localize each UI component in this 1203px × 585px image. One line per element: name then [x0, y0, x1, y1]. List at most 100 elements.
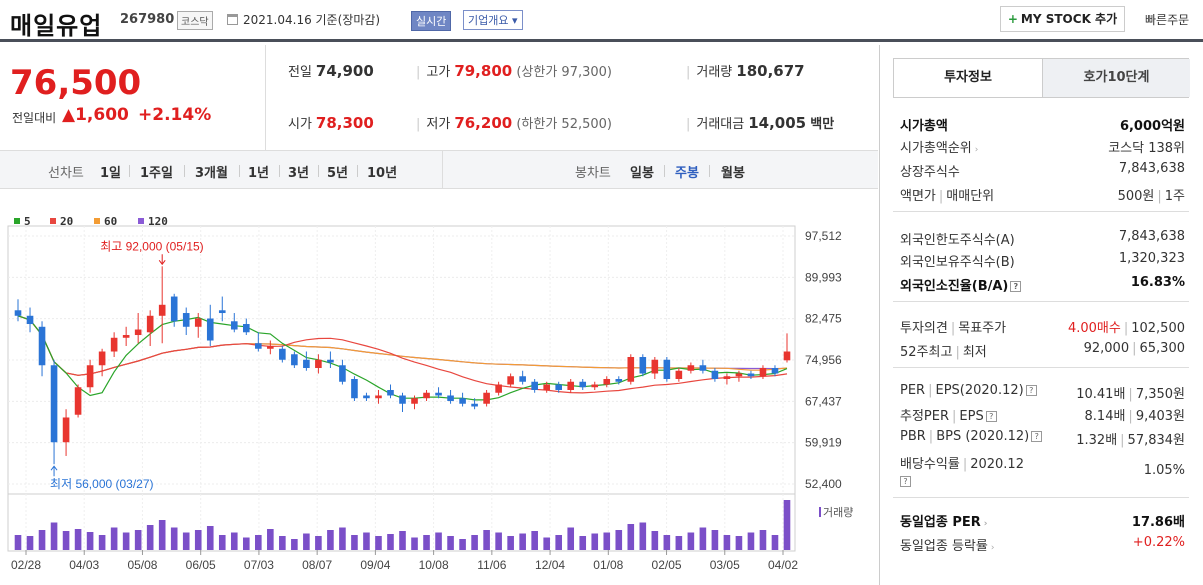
volume-bar: [339, 527, 346, 550]
candle-body: [567, 381, 575, 390]
help-icon[interactable]: ?: [1010, 281, 1022, 292]
candle-body: [74, 387, 82, 415]
tab-investment-info[interactable]: 투자정보: [894, 59, 1042, 97]
divider: |: [686, 65, 691, 80]
sector-change-value: +0.22%: [1132, 535, 1185, 550]
chart-canvas[interactable]: 97,512 89,993 82,475 74,956 67,437 59,919 52,4…: [0, 190, 878, 585]
divider: |: [950, 321, 956, 336]
candle-body: [483, 392, 490, 404]
y-tick-label: 59,919: [805, 436, 842, 450]
candle-body: [375, 395, 382, 399]
help-icon[interactable]: ?: [985, 411, 997, 422]
candle-body: [507, 376, 514, 385]
par-label: 액면가: [900, 189, 936, 204]
low-value: 76,200: [454, 114, 513, 132]
divider: |: [955, 345, 960, 360]
unit-value: 1주: [1164, 189, 1185, 204]
volume-label: 거래량: [823, 506, 853, 519]
foreign-hold-row: 외국인보유주식수(B) 1,320,323: [900, 251, 1185, 271]
period-1year[interactable]: 1년: [248, 166, 270, 181]
current-price-box: 76,500 전일대비 ▲1,600 +2.14%: [0, 45, 266, 151]
volume-bar: [387, 534, 394, 550]
upper-limit: (상한가 97,300): [516, 65, 612, 80]
volume-bar: [170, 527, 178, 550]
ma-line-20: [17, 315, 788, 394]
volume-bar: [411, 537, 418, 550]
help-icon[interactable]: ?: [1031, 431, 1043, 442]
candle-body: [639, 357, 647, 374]
sector-per-label-wrap: 동일업종 PER ›: [900, 511, 988, 530]
ma-legend-swatch: [14, 218, 20, 224]
stock-code: 267980: [120, 12, 175, 27]
help-icon[interactable]: ?: [900, 476, 911, 487]
candle-daily[interactable]: 일봉: [630, 166, 654, 181]
par-row: 액면가 | 매매단위 500원 | 1주: [900, 185, 1185, 205]
pbr-row: PBR | BPS (2020.12)? 1.32배 | 57,834원: [900, 429, 1185, 449]
candle-body: [747, 373, 755, 377]
low-label: 저가: [426, 117, 451, 132]
chevron-right-icon: ›: [974, 145, 979, 155]
candle-body: [122, 335, 130, 338]
candle-body: [555, 384, 563, 390]
candle-body: [459, 398, 466, 404]
candle-body: [627, 357, 635, 382]
sector-per-row[interactable]: 동일업종 PER › 17.86배: [900, 511, 1185, 531]
candle-monthly[interactable]: 월봉: [721, 166, 745, 181]
volume-bar: [459, 539, 466, 550]
stock-chart[interactable]: 97,512 89,993 82,475 74,956 67,437 59,919 52,4…: [0, 190, 878, 585]
divider: [357, 165, 358, 177]
period-1day[interactable]: 1일: [100, 166, 122, 181]
est-eps-value: 9,403원: [1135, 409, 1185, 424]
candle-body: [327, 359, 334, 363]
dividend-label-wrap: 배당수익률 | 2020.12?: [900, 453, 1024, 489]
high-value: 79,800: [454, 62, 513, 80]
volume-bar: [14, 535, 22, 550]
foreign-limit-label: 외국인한도주식수(A): [900, 233, 1015, 248]
sector-change-row[interactable]: 동일업종 등락률 › +0.22%: [900, 535, 1185, 555]
period-1week[interactable]: 1주일: [140, 166, 173, 181]
chevron-right-icon: ›: [990, 543, 995, 553]
company-overview-dropdown[interactable]: 기업개요 ▾: [463, 10, 523, 30]
candle-body: [447, 395, 454, 401]
candle-body: [711, 370, 719, 379]
candle-body: [303, 359, 310, 369]
volume-bar: [351, 535, 358, 550]
divider: |: [1123, 321, 1129, 336]
volume-bar: [86, 532, 94, 550]
candle-body: [423, 392, 430, 399]
dividend-value: 1.05%: [1143, 463, 1185, 478]
candle-body: [723, 376, 731, 379]
candle-weekly[interactable]: 주봉: [675, 166, 699, 181]
candle-body: [687, 365, 695, 371]
realtime-button[interactable]: 실시간: [411, 11, 452, 31]
bps-label: BPS (2020.12): [936, 429, 1030, 444]
volume-bar: [291, 539, 298, 550]
x-tick-label: 10/08: [419, 558, 449, 572]
divider: |: [1128, 409, 1133, 424]
week52-high-value: 92,000: [1083, 341, 1130, 356]
period-3year[interactable]: 3년: [288, 166, 310, 181]
period-5year[interactable]: 5년: [327, 166, 349, 181]
volume-bar: [603, 532, 611, 550]
eps-label: EPS(2020.12): [935, 383, 1024, 398]
foreign-ratio-label-wrap: 외국인소진율(B/A)?: [900, 275, 1022, 294]
eps-value: 7,350원: [1135, 387, 1185, 402]
par-label-wrap: 액면가 | 매매단위: [900, 185, 994, 204]
candle-body: [531, 381, 538, 390]
period-10year[interactable]: 10년: [367, 166, 398, 181]
candle-body: [399, 395, 406, 404]
quick-order-link[interactable]: 빠른주문: [1145, 13, 1190, 27]
per-row: PER | EPS(2020.12)? 10.41배 | 7,350원: [900, 383, 1185, 403]
help-icon[interactable]: ?: [1025, 385, 1037, 396]
rank-label: 시가총액순위: [900, 141, 972, 156]
foreign-ratio-value: 16.83%: [1130, 275, 1185, 290]
divider: |: [938, 189, 944, 204]
divider: [893, 367, 1189, 368]
volume-bar: [651, 531, 659, 550]
period-3month[interactable]: 3개월: [195, 166, 228, 181]
add-mystock-button[interactable]: + MY STOCK 추가: [1000, 6, 1125, 32]
candle-body: [134, 329, 142, 336]
tab-order-book[interactable]: 호가10단계: [1042, 59, 1190, 97]
volume-bar: [663, 535, 671, 550]
ma-legend-label: 5: [24, 215, 31, 228]
